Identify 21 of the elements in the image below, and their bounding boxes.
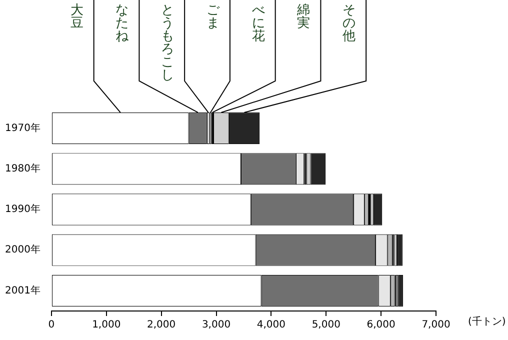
text: 大豆: [70, 2, 84, 31]
text: (千トン): [468, 316, 506, 328]
text: なたね: [116, 2, 130, 44]
x-tick-label: 0: [48, 320, 55, 331]
y-tick-label: 2001年: [4, 284, 40, 296]
text: 綿実: [296, 2, 310, 31]
y-tick-label: 1990年: [4, 203, 40, 216]
y-tick-label: 2000年: [4, 244, 40, 256]
text: ごま: [206, 2, 220, 31]
y-tick-label: 1970年: [4, 122, 40, 134]
x-tick-label: 1,000: [92, 320, 121, 331]
x-tick-label: 2,000: [147, 320, 176, 331]
text: とうもろこし: [161, 2, 174, 83]
text: その他: [342, 2, 356, 44]
x-tick-label: 3,000: [202, 320, 231, 331]
x-tick-label: 4,000: [256, 320, 286, 331]
x-tick-label: 7,000: [422, 320, 450, 331]
x-tick-label: 6,000: [366, 320, 396, 331]
text: べに花: [252, 2, 265, 44]
x-tick-label: 5,000: [312, 320, 340, 331]
y-tick-label: 1980年: [4, 162, 40, 174]
